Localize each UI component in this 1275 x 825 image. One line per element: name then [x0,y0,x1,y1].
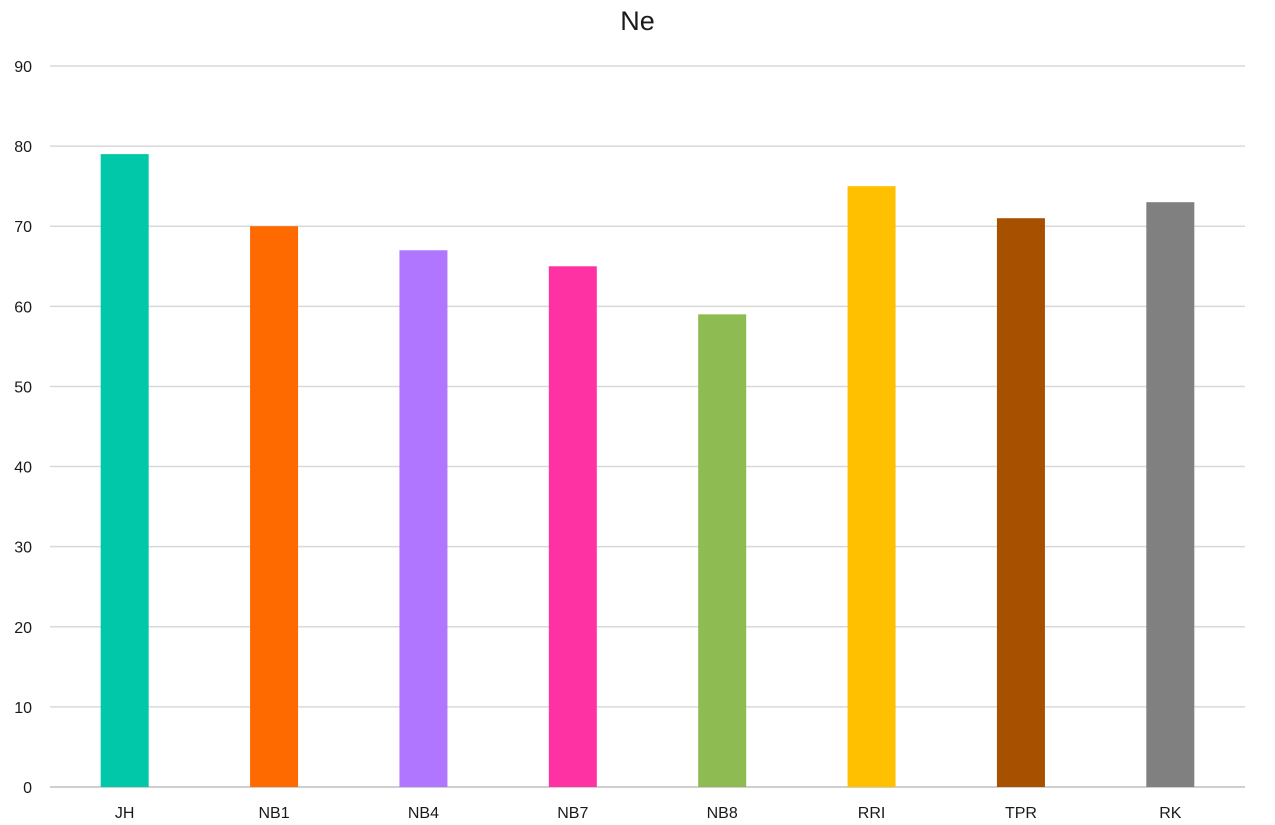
bar-jh [100,154,149,788]
y-tick-label: 90 [14,59,32,76]
bar-rri [847,186,896,787]
y-tick-label: 10 [14,700,32,717]
bars [100,154,1195,788]
chart-title: Ne [620,6,655,36]
x-tick-label: RRI [858,805,886,822]
y-tick-label: 80 [14,139,32,156]
y-tick-label: 60 [14,299,32,316]
bar-nb8 [698,314,747,787]
bar-nb4 [399,250,448,787]
x-tick-label: NB7 [557,805,588,822]
x-axis-ticks: JH NB1 NB4 NB7 NB8 RRI TPR RK [115,805,1182,822]
x-tick-label: RK [1159,805,1182,822]
gridlines [50,65,1245,788]
bar-nb7 [548,266,597,787]
x-tick-label: TPR [1005,805,1037,822]
y-axis-ticks: 0 10 20 30 40 50 60 70 80 90 [14,59,32,797]
bar-nb1 [250,226,299,787]
bar-tpr [996,218,1045,787]
y-tick-label: 0 [23,780,32,797]
x-tick-label: NB8 [707,805,738,822]
y-tick-label: 40 [14,460,32,477]
y-tick-label: 30 [14,540,32,557]
bar-rk [1146,202,1195,787]
x-tick-label: NB4 [408,805,439,822]
x-tick-label: NB1 [259,805,290,822]
y-tick-label: 70 [14,219,32,236]
y-tick-label: 50 [14,379,32,396]
x-tick-label: JH [115,805,135,822]
y-tick-label: 20 [14,620,32,637]
